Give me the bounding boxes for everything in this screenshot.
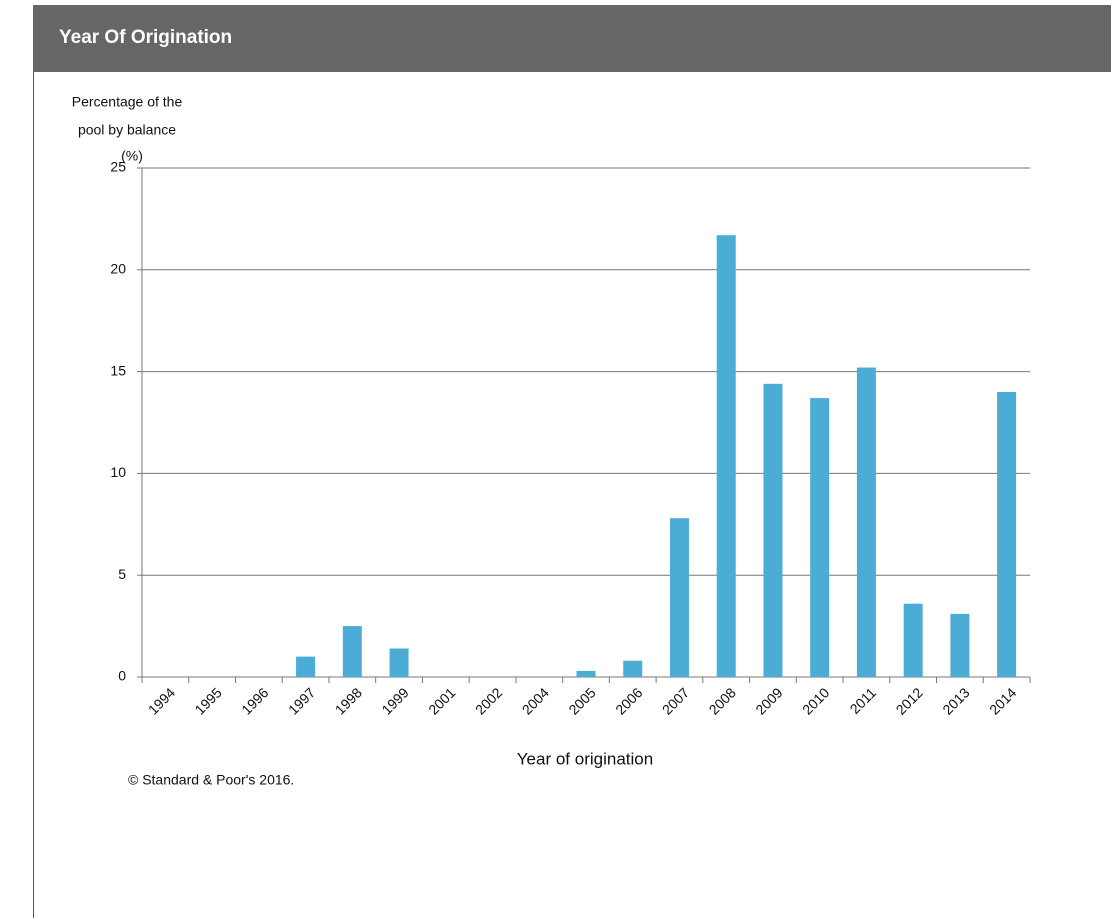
bar xyxy=(856,367,876,677)
y-axis-label: (%) xyxy=(121,148,143,164)
y-tick-label: 10 xyxy=(110,464,126,480)
x-tick-label: 2012 xyxy=(893,684,926,717)
x-tick-label: 1997 xyxy=(285,684,318,717)
y-tick-label: 25 xyxy=(110,159,126,175)
x-axis-label: Year of origination xyxy=(517,749,653,768)
bar xyxy=(763,383,783,677)
bar xyxy=(950,613,970,677)
header-title: Year Of Origination xyxy=(59,27,233,48)
x-tick-label: 2008 xyxy=(706,684,739,717)
bar xyxy=(296,656,316,677)
bar xyxy=(623,660,643,677)
panel-border xyxy=(33,72,34,918)
x-tick-label: 2006 xyxy=(612,684,645,717)
bar xyxy=(389,648,409,677)
x-tick-label: 2013 xyxy=(939,684,972,717)
y-axis-label: Percentage of the xyxy=(72,94,183,110)
header-bar: Year Of Origination xyxy=(33,5,1111,72)
x-tick-label: 2004 xyxy=(519,684,552,717)
bar xyxy=(810,398,830,677)
x-tick-label: 2001 xyxy=(425,684,458,717)
x-tick-label: 2010 xyxy=(799,684,832,717)
bar xyxy=(903,603,923,677)
bar xyxy=(669,518,689,677)
bar xyxy=(997,391,1017,677)
y-tick-label: 20 xyxy=(110,261,126,277)
bar xyxy=(576,670,596,677)
x-tick-label: 2014 xyxy=(986,684,1019,717)
x-tick-label: 1994 xyxy=(145,684,178,717)
y-tick-label: 15 xyxy=(110,362,126,378)
x-tick-label: 2007 xyxy=(659,684,692,717)
x-tick-label: 1998 xyxy=(332,684,365,717)
source-note: © Standard & Poor's 2016. xyxy=(128,772,294,788)
x-tick-label: 2009 xyxy=(752,684,785,717)
x-tick-label: 1996 xyxy=(238,684,271,717)
x-tick-label: 1999 xyxy=(378,684,411,717)
y-tick-label: 5 xyxy=(118,566,126,582)
y-axis-label: pool by balance xyxy=(78,122,176,138)
x-tick-label: 2005 xyxy=(565,684,598,717)
x-tick-label: 2002 xyxy=(472,684,505,717)
bar xyxy=(716,235,736,678)
bar xyxy=(342,626,362,677)
y-tick-label: 0 xyxy=(118,668,126,684)
x-tick-label: 2011 xyxy=(847,684,880,717)
x-tick-label: 1995 xyxy=(192,684,225,717)
